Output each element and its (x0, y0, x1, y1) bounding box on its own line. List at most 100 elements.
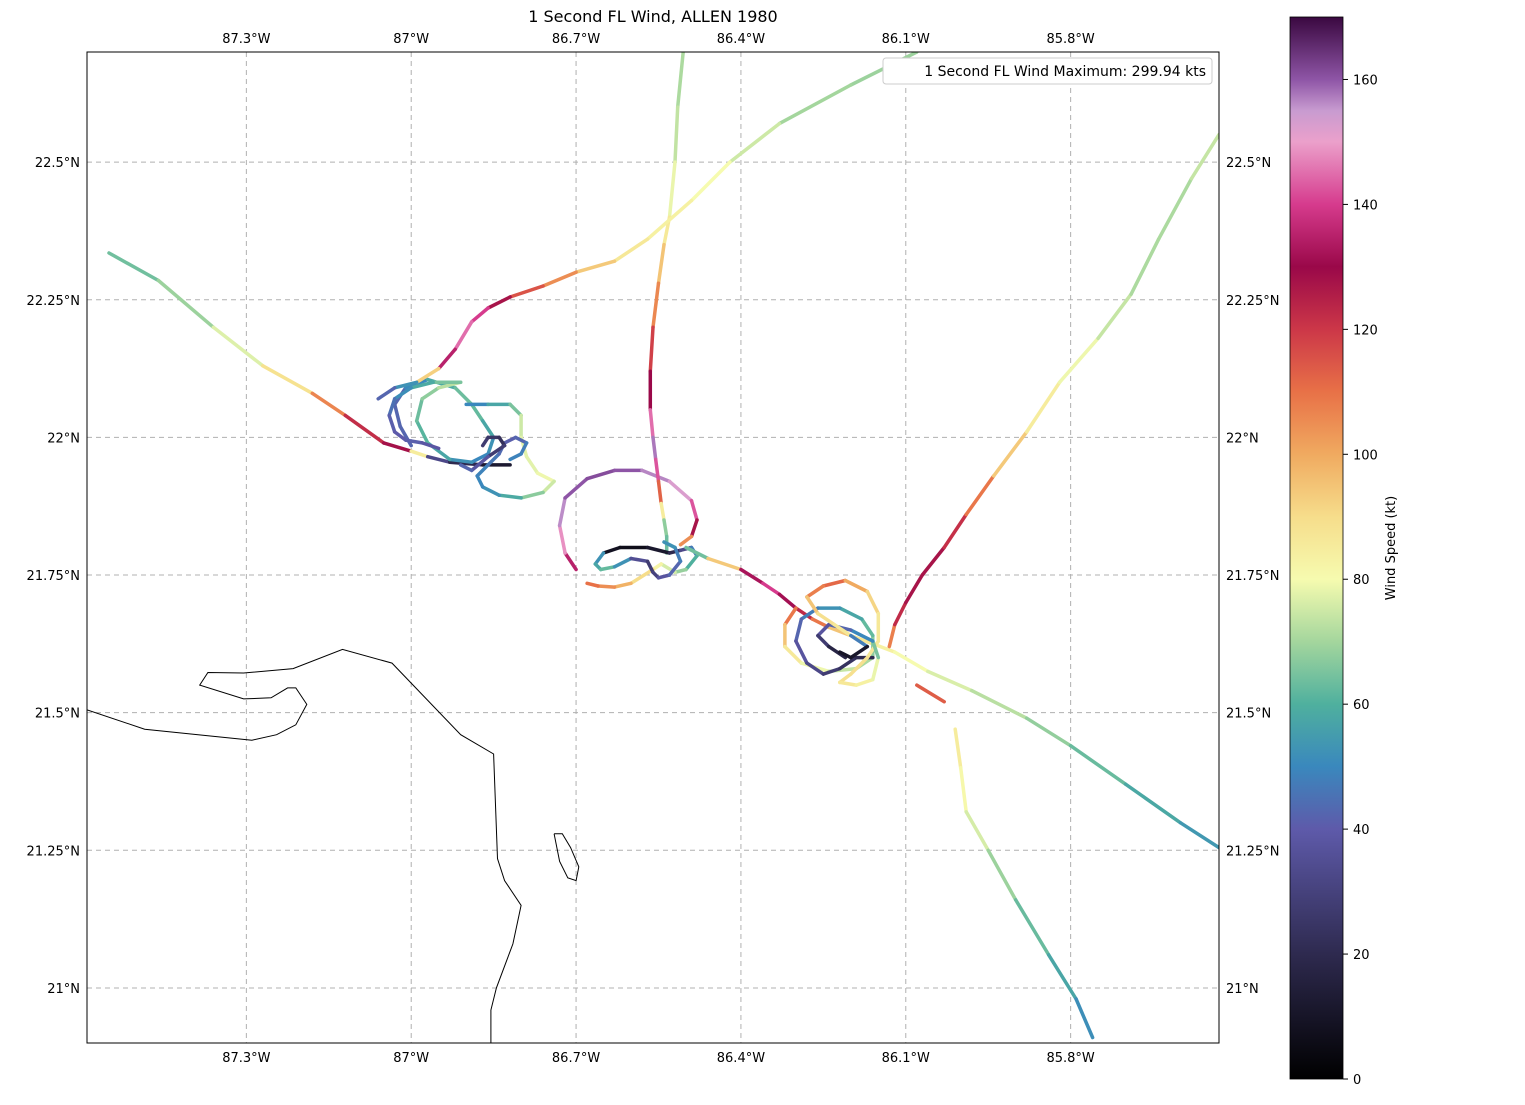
plot-frame (86, 51, 1220, 1044)
track-nw-entry (107, 251, 512, 467)
lon-tick-label-top: 85.8°W (1046, 32, 1094, 47)
track-segment (656, 479, 663, 506)
track-segment (675, 52, 685, 109)
track-segment (596, 584, 617, 589)
track-segment (678, 534, 694, 547)
lat-tick-label-left: 21.5°N (35, 707, 80, 722)
track-segment (827, 644, 848, 660)
track-segment (648, 325, 655, 374)
track-segment (447, 457, 474, 464)
track-segment (684, 554, 699, 572)
track-segment (656, 573, 672, 580)
track-eye-loop (557, 468, 699, 572)
track-segment (673, 545, 683, 564)
track-n-descent (648, 52, 685, 555)
track-segment (964, 810, 990, 853)
track-segment (392, 380, 419, 390)
track-segment (414, 419, 430, 445)
lat-tick-label-right: 21.25°N (1226, 844, 1279, 859)
lat-tick-label-left: 22.5°N (35, 156, 80, 171)
track-loop-b3 (805, 584, 870, 660)
track-segment (458, 463, 474, 473)
track-segment (502, 435, 518, 445)
track-segment (1074, 997, 1095, 1040)
track-segment (343, 413, 386, 445)
track-segment (392, 386, 413, 401)
track-segment (261, 364, 315, 396)
track-segment (871, 655, 881, 682)
track-segment (904, 573, 925, 605)
track-segment (843, 578, 870, 594)
track-segment (777, 592, 798, 610)
track-segment (486, 452, 501, 467)
track-segment (816, 622, 831, 638)
track-segment (612, 237, 650, 263)
track-segment (849, 644, 870, 660)
track-segment (893, 650, 930, 674)
track-segment (376, 386, 397, 401)
track-segment (1013, 898, 1051, 957)
track-segment (871, 639, 881, 660)
track-segment (629, 567, 655, 586)
track-segment (648, 408, 655, 440)
track-segment (387, 413, 397, 434)
track-segment (563, 476, 589, 500)
track-segment (541, 479, 556, 495)
track-segment (519, 441, 529, 456)
track-segment (387, 397, 397, 418)
track-segment (838, 606, 864, 621)
track-segment (816, 633, 831, 649)
track-segment (865, 589, 881, 616)
track-segment (524, 454, 540, 475)
track-segment (1068, 743, 1128, 786)
lon-tick-label-top: 86.4°W (717, 32, 765, 47)
track-segment (942, 512, 968, 550)
track-segment (645, 559, 655, 575)
track-segment (557, 523, 567, 555)
colorbar-tick-label: 60 (1353, 698, 1370, 713)
track-segment (667, 479, 694, 503)
track-segment (689, 518, 699, 539)
track-segment (893, 600, 908, 627)
track-segment (612, 556, 633, 569)
track-segment (409, 380, 435, 390)
track-segment (1189, 132, 1219, 181)
lon-tick-label-bottom: 85.8°W (1046, 1051, 1094, 1066)
track-segment (310, 391, 348, 418)
colorbar-bar (1289, 16, 1344, 1080)
track-segment (497, 493, 523, 500)
track-segment (920, 545, 946, 577)
track-loop-a3 (458, 435, 507, 473)
track-segment (211, 325, 265, 368)
track-segment (816, 611, 837, 627)
track-segment (486, 435, 496, 456)
track-segment (761, 581, 782, 597)
lat-tick-label-left: 21°N (47, 982, 80, 997)
lat-tick-label-right: 22.25°N (1226, 294, 1279, 309)
lon-tick-label-top: 87°W (393, 32, 429, 47)
track-segment (469, 402, 485, 423)
track-segment (689, 498, 699, 522)
track-segment (599, 565, 617, 572)
track-segment (1024, 380, 1062, 434)
lon-tick-label-top: 87.3°W (222, 32, 270, 47)
track-segment (486, 443, 507, 459)
track-segment (849, 628, 875, 643)
track-segment (805, 661, 826, 676)
chart-title: 1 Second FL Wind, ALLEN 1980 (528, 7, 777, 26)
colorbar-tick-label: 20 (1353, 948, 1370, 963)
track-segment (1057, 336, 1100, 385)
track-segment (469, 306, 490, 324)
track-eye-small (593, 540, 683, 580)
track-segment (425, 454, 452, 464)
colorbar-tick-label: 80 (1353, 573, 1370, 588)
track-segment (838, 655, 859, 671)
track-segment (783, 606, 798, 627)
track-segment (557, 496, 567, 528)
track-se-short (915, 683, 946, 704)
track-segment (805, 584, 826, 599)
legend-entry: 1 Second FL Wind Maximum: 299.94 kts (924, 64, 1206, 80)
track-segment (107, 251, 161, 283)
track-segment (420, 386, 441, 401)
